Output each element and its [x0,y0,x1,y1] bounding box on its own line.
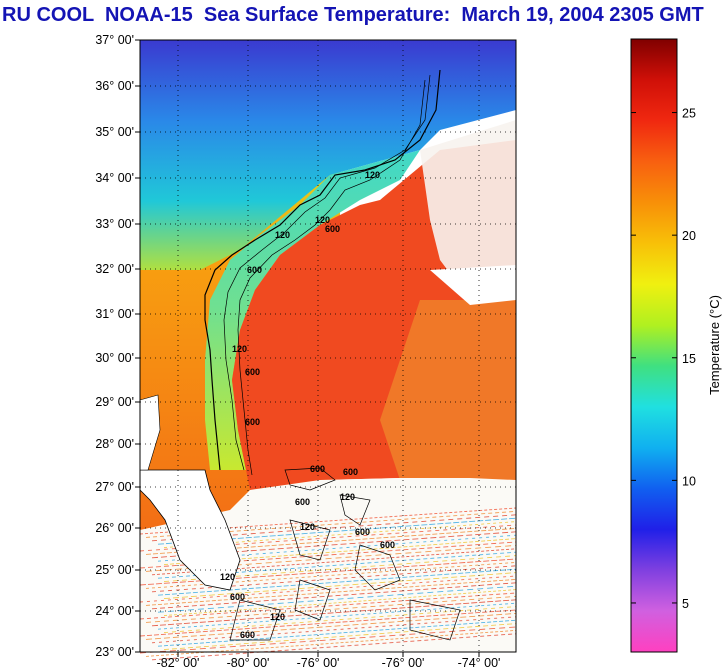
latitude-label: 33° 00' [95,217,134,231]
scan-streak [163,589,517,617]
bahamas-outlines [229,467,461,641]
scan-streak [163,572,517,600]
lat-lon-grid [140,40,516,652]
contour-label: 600 [343,467,358,477]
map-title: RU COOL NOAA-15 Sea Surface Temperature:… [2,4,704,26]
latitude-label: 23° 00' [95,645,134,659]
contour-label: 120 [275,230,290,240]
contour-label: 600 [355,527,370,537]
scan-streak [145,510,517,538]
scan-streak [139,558,517,586]
cloud-cover-north [420,120,516,300]
scan-streak [163,606,517,634]
cold-shelf-water [140,40,516,270]
latitude-label: 24° 00' [95,604,134,618]
scan-streak [139,626,517,654]
latitude-labels: 37° 00' 36° 00' 35° 00' 34° 00' 33° 00' 32° 0… [95,33,140,659]
contour-label: 120 [300,522,315,532]
scan-streak [145,527,517,555]
contour-label: 600 [380,540,395,550]
latitude-label: 36° 00' [95,79,134,93]
contour-label: 120 [270,612,285,622]
latitude-label: 26° 00' [95,521,134,535]
latitude-label: 32° 00' [95,262,134,276]
contour-label: 600 [245,367,260,377]
longitude-label: -80° 00' [227,656,270,670]
scan-streak [157,568,517,596]
latitude-label: 37° 00' [95,33,134,47]
contour-600m [237,79,426,476]
longitude-label: -76° 00' [297,656,340,670]
scan-streak [163,538,517,566]
longitude-label: -82° 00' [157,656,200,670]
contour-label: 600 [240,630,255,640]
latitude-label: 29° 00' [95,395,134,409]
colorbar-tick-label: 15 [682,352,696,366]
contour-label: 120 [365,170,380,180]
latitude-label: 28° 00' [95,437,134,451]
cloud-cover-patch [430,265,516,305]
contour-label: 600 [310,464,325,474]
contour-label: 600 [245,417,260,427]
longitude-labels: -82° 00' -80° 00' -76° 00' -76° 00' -74° 00' [157,652,501,670]
scan-streak [151,633,517,661]
scan-streak [139,541,517,569]
colorbar-tick-label: 5 [682,597,689,611]
colorbar-ticks: 25 20 15 10 5 [631,107,696,611]
coastline [204,69,441,471]
scan-streak [151,599,517,627]
longitude-label: -76° 00' [382,656,425,670]
scan-streak [151,531,517,559]
contour-label: 120 [315,215,330,225]
scan-streak [151,514,517,542]
latitude-label: 31° 00' [95,307,134,321]
florida-land [139,469,241,591]
map-frame [139,39,517,653]
contour-label: 120 [232,344,247,354]
colorbar-tick-label: 25 [682,107,696,121]
scan-streak [163,623,517,651]
contour-label: 600 [325,224,340,234]
colorbar: 25 20 15 10 5 Temperature (°C) [630,38,722,653]
latitude-label: 27° 00' [95,480,134,494]
scan-streak [145,595,517,623]
latitude-label: 30° 00' [95,351,134,365]
offshore-water [380,300,516,480]
scan-streak [145,578,517,606]
longitude-label: -74° 00' [458,656,501,670]
scan-streak [145,612,517,640]
latitude-label: 35° 00' [95,125,134,139]
contour-label: 600 [247,265,262,275]
latitude-label: 25° 00' [95,563,134,577]
contour-label: 120 [340,492,355,502]
contour-120m [223,74,431,471]
contour-label: 600 [295,497,310,507]
shelf-water-band [205,150,420,470]
scan-streak [139,524,517,552]
latitude-label: 34° 00' [95,171,134,185]
contour-label: 600 [230,592,245,602]
colorbar-label: Temperature (°C) [707,295,722,395]
colorbar-scale [630,38,678,653]
scan-streak [163,521,517,549]
scan-streak [151,616,517,644]
colorbar-tick-label: 20 [682,229,696,243]
scan-streak [151,582,517,610]
contour-label: 120 [220,572,235,582]
colorbar-tick-label: 10 [682,474,696,488]
